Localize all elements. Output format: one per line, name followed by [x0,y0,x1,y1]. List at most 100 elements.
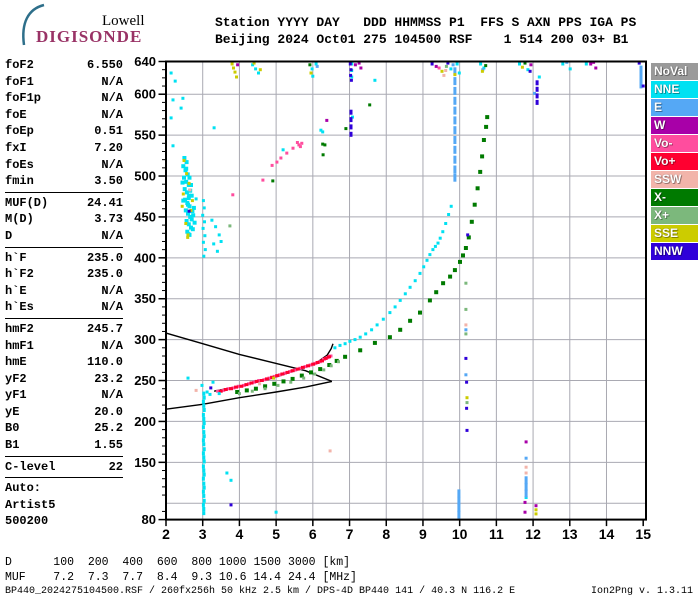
legend-item-nnw: NNW [651,243,698,260]
station-header-line1: Station YYYY DAY DDD HHMMSS P1 FFS S AXN… [215,15,637,30]
legend-item-nne: NNE [651,81,698,98]
y-tick-label: 150 [134,455,156,470]
param-value: 7.20 [94,140,123,155]
param-label: M(D) [5,212,34,227]
legend-item-ssw: SSW [651,171,698,188]
transmission-curve-upper [165,332,333,383]
series-spreadF-cluster-SSE [180,159,194,239]
x-tick-label: 11 [489,526,504,542]
param-label: foF2 [5,58,34,72]
x-tick-label: 8 [382,526,390,542]
param-mufd: MUF(D) 24.41 [5,195,123,212]
y-tick-label: 640 [134,54,156,69]
panel-note: Artist5 [5,497,56,512]
param-label: hmE [5,355,27,370]
panel-divider [5,317,123,319]
legend-item-e: E [651,99,698,116]
param-label: foF1p [5,91,42,106]
param-hf2: h`F2 235.0 [5,266,123,283]
param-value: N/A [101,74,123,89]
y-tick-label: 600 [134,87,156,102]
y-tick-label: 350 [134,291,156,306]
series-sparse-NNE [169,71,528,514]
x-tick-label: 10 [452,526,468,542]
footer-file-info: BP440_2024275104500.RSF / 260fx256h 50 k… [5,586,516,597]
series-spreadF-cluster-NNE [180,156,197,237]
x-tick-label: 6 [309,526,317,542]
logo-swoosh-icon [22,3,45,46]
x-tick-label: 13 [562,526,578,542]
param-label: yF1 [5,388,27,403]
panel-note: 500200 [5,514,49,529]
transmission-curve-lower [165,380,333,410]
y-tick-label: 300 [134,332,156,347]
y-tick-label: 200 [134,414,156,429]
param-label: h`F [5,250,27,265]
y-tick-label: 550 [134,128,156,143]
param-value: 3.50 [94,174,123,189]
param-value: 20.0 [94,404,123,419]
legend-item-vo: Vo+ [651,153,698,170]
param-value: N/A [101,107,123,122]
param-fof2: foF2 6.550 [5,57,123,74]
panel-divider [5,455,123,457]
y-tick-label: 250 [134,373,156,388]
y-tick-label: 450 [134,209,156,224]
digisonde-logo: Lowell DIGISONDE [6,0,186,50]
x-axis: 2 3 4 5 6 7 8 9 10 11 12 13 14 15 [162,519,651,542]
param-yf1: yF1 N/A [5,387,123,404]
series-upper-arc-Vo-minus [231,66,441,197]
param-label: B0 [5,421,20,436]
series-F-trace-X-plus-sprinkle [228,64,469,405]
panel-note: Auto: [5,481,42,496]
param-label: fmin [5,174,34,189]
series-noise-NNW [187,61,645,507]
profile-curves [165,332,334,410]
y-tick-label: 80 [142,512,156,527]
legend-item-vo: Vo- [651,135,698,152]
x-tick-label: 9 [419,526,427,542]
series-F-trace-NNE [333,204,453,350]
param-label: yE [5,404,20,419]
param-foep: foEp 0.51 [5,123,123,140]
param-yf2: yF2 23.2 [5,371,123,388]
gridlines [166,61,646,520]
logo-digisonde-text: DIGISONDE [36,27,143,46]
series-noise-SSW [188,69,528,475]
param-label: foF1 [5,74,34,89]
param-label: foE [5,107,27,122]
param-fmin: fmin 3.50 [5,173,123,190]
series-secondary-vertical-NNE [201,199,223,258]
param-value: N/A [101,91,123,106]
series-noise-E [315,60,569,460]
param-label: fxI [5,140,27,155]
param-foes: foEs N/A [5,157,123,174]
x-tick-label: 3 [199,526,207,542]
series-es-vertical-3MHz [201,391,206,516]
parameters-panel: foF2 6.550 foF1 N/A foF1p N/A foE N/A foEp 0.51 fx… [5,57,123,530]
param-b1: B1 1.55 [5,437,123,454]
series-streak-E-10MHz [453,67,457,182]
panel-divider [5,246,123,248]
legend-item-sse: SSE [651,225,698,242]
legend-item-noval: NoVal [651,63,698,80]
series-noise-W [236,60,598,514]
param-md: M(D) 3.73 [5,211,123,228]
param-value: 1.55 [94,438,123,453]
echo-direction-legend: NoVal NNE E W Vo- Vo+ SSW X- X+ SSE NNW [651,63,698,261]
param-label: MUF(D) [5,195,49,210]
param-label: foEs [5,157,34,172]
param-label: hmF1 [5,338,34,353]
param-hmf1: hmF1 N/A [5,338,123,355]
param-label: h`F2 [5,267,34,282]
param-label: h`Es [5,300,34,315]
series-noise-X-minus [271,61,527,183]
x-tick-label: 12 [525,526,541,542]
logo-lowell-text: Lowell [102,13,145,29]
series-streak-E-low [457,65,643,519]
legend-item-x: X+ [651,207,698,224]
panel-divider [5,191,123,193]
param-label: B1 [5,438,20,453]
station-header-line2: Beijing 2024 Oct01 275 104500 RSF 1 514 … [215,31,629,47]
